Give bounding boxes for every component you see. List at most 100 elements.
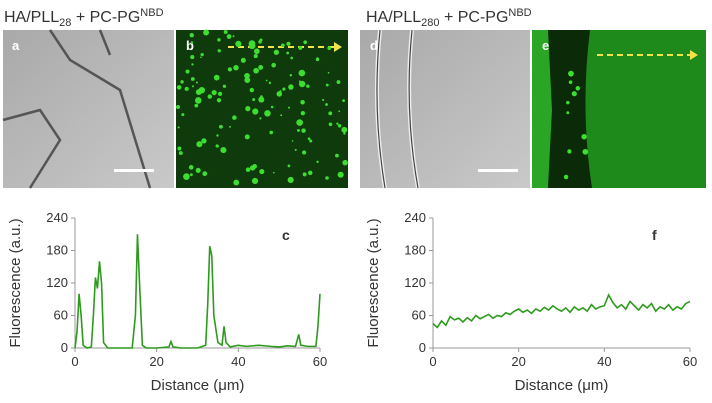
speckle (343, 132, 346, 135)
speckle (296, 119, 303, 126)
heading-sup: NBD (140, 7, 163, 19)
arrow-head (334, 42, 342, 52)
speckle (188, 165, 194, 170)
speckle (190, 55, 195, 60)
speckle (253, 48, 260, 55)
speckle (566, 100, 570, 105)
speckle (270, 105, 274, 109)
speckle (307, 137, 311, 141)
speckle (222, 84, 227, 88)
speckle (219, 124, 223, 129)
speckle (177, 126, 180, 129)
heading-sup: NBD (508, 7, 531, 19)
y-tick-label: 240 (404, 210, 426, 225)
speckle (229, 125, 232, 128)
y-tick-label: 120 (404, 275, 426, 290)
speckle (244, 134, 250, 140)
speckle (282, 87, 286, 91)
y-tick-label: 60 (54, 308, 68, 323)
speckle (336, 80, 341, 84)
speckle (190, 41, 194, 44)
speckle (581, 133, 587, 140)
speckle (252, 98, 256, 102)
speckle (308, 170, 313, 176)
speckle (272, 171, 275, 174)
speckle (220, 147, 227, 154)
heading-part: HA/PLL (366, 9, 421, 26)
speckle (217, 49, 221, 53)
x-tick-label: 40 (597, 354, 611, 369)
speckle (298, 69, 306, 77)
speckle (201, 138, 207, 144)
speckle (327, 46, 332, 50)
speckle (298, 80, 301, 83)
speckle (322, 98, 325, 101)
speckle (276, 91, 283, 97)
data-line (74, 234, 321, 349)
speckle (176, 85, 182, 90)
y-axis-label: Fluorescence (a.u.) (365, 218, 382, 347)
speckle (244, 72, 250, 79)
micrograph-detail (548, 30, 592, 188)
speckle (195, 97, 202, 104)
y-tick-label: 240 (46, 210, 68, 225)
speckle (280, 114, 283, 117)
speckle (288, 84, 294, 90)
speckle (325, 176, 329, 180)
speckle (248, 40, 256, 47)
y-tick-label: 180 (404, 243, 426, 258)
speckle (303, 40, 308, 45)
speckle (566, 111, 570, 115)
speckle (567, 149, 572, 154)
speckle (568, 70, 574, 77)
speckle (217, 38, 221, 42)
speckle (233, 179, 240, 186)
speckle (294, 148, 297, 151)
speckle (268, 81, 272, 85)
micrograph (3, 30, 174, 188)
speckle (280, 43, 285, 48)
speckle (338, 110, 341, 113)
speckle (191, 63, 194, 66)
speckle (235, 40, 242, 47)
speckle (337, 124, 342, 128)
speckle (202, 171, 208, 177)
speckle (327, 71, 330, 74)
speckle (215, 144, 219, 148)
speckle (273, 49, 279, 55)
x-tick-label: 60 (313, 354, 327, 369)
speckle (301, 150, 307, 155)
speckle (341, 126, 348, 133)
speckle (301, 128, 306, 133)
speckle (342, 99, 345, 103)
panel-letter: b (186, 38, 194, 53)
speckle (271, 62, 276, 68)
heading-part: + PC-PG (440, 9, 509, 26)
speckle (232, 35, 235, 38)
speckle (217, 91, 223, 97)
speckle (582, 148, 589, 155)
speckle (259, 169, 265, 175)
y-tick-label: 120 (46, 275, 68, 290)
speckle (300, 111, 306, 116)
speckle (189, 33, 194, 38)
y-tick-label: 0 (61, 340, 68, 355)
speckle (300, 100, 305, 105)
speckle (325, 103, 328, 106)
speckle (287, 176, 294, 184)
speckle (335, 153, 339, 158)
y-tick-label: 180 (46, 243, 68, 258)
micrograph-detail (2, 29, 152, 189)
arrow-head (690, 50, 698, 60)
speckle (245, 106, 251, 112)
heading: HA/PLL28 + PC-PGNBD (4, 7, 164, 29)
speckle (227, 67, 233, 72)
speckle (232, 115, 237, 120)
panel-letter: e (542, 38, 549, 53)
speckle (226, 34, 232, 39)
x-tick-label: 40 (231, 354, 245, 369)
speckle (279, 90, 282, 93)
speckle (223, 30, 228, 34)
x-tick-label: 0 (71, 354, 78, 369)
x-tick-label: 60 (683, 354, 697, 369)
